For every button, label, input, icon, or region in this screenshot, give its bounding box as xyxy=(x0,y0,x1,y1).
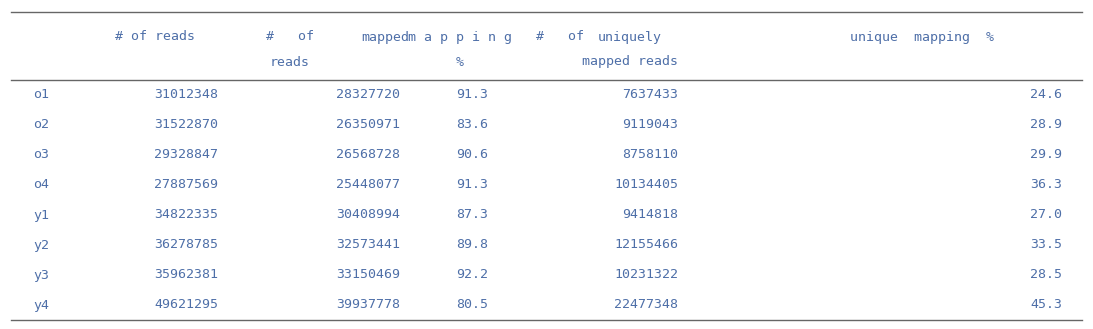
Text: # of reads: # of reads xyxy=(115,31,195,43)
Text: 22477348: 22477348 xyxy=(614,298,678,312)
Text: 90.6: 90.6 xyxy=(456,148,487,162)
Text: 10231322: 10231322 xyxy=(614,268,678,282)
Text: 33150469: 33150469 xyxy=(336,268,400,282)
Text: 87.3: 87.3 xyxy=(456,209,487,221)
Text: 28327720: 28327720 xyxy=(336,89,400,102)
Text: 91.3: 91.3 xyxy=(456,179,487,191)
Text: #   of: # of xyxy=(266,31,314,43)
Text: 36.3: 36.3 xyxy=(1030,179,1062,191)
Text: 39937778: 39937778 xyxy=(336,298,400,312)
Text: o3: o3 xyxy=(33,148,49,162)
Text: 92.2: 92.2 xyxy=(456,268,487,282)
Text: 31522870: 31522870 xyxy=(154,118,218,132)
Text: 36278785: 36278785 xyxy=(154,239,218,251)
Text: 91.3: 91.3 xyxy=(456,89,487,102)
Text: 10134405: 10134405 xyxy=(614,179,678,191)
Text: %: % xyxy=(456,56,465,68)
Text: y1: y1 xyxy=(33,209,49,221)
Text: 29.9: 29.9 xyxy=(1030,148,1062,162)
Text: o4: o4 xyxy=(33,179,49,191)
Text: 12155466: 12155466 xyxy=(614,239,678,251)
Text: y3: y3 xyxy=(33,268,49,282)
Text: 8758110: 8758110 xyxy=(622,148,678,162)
Text: 27887569: 27887569 xyxy=(154,179,218,191)
Text: 34822335: 34822335 xyxy=(154,209,218,221)
Text: 26350971: 26350971 xyxy=(336,118,400,132)
Text: o1: o1 xyxy=(33,89,49,102)
Text: y2: y2 xyxy=(33,239,49,251)
Text: 32573441: 32573441 xyxy=(336,239,400,251)
Text: unique  mapping  %: unique mapping % xyxy=(850,31,994,43)
Text: y4: y4 xyxy=(33,298,49,312)
Text: 49621295: 49621295 xyxy=(154,298,218,312)
Text: mapped: mapped xyxy=(361,31,409,43)
Text: 30408994: 30408994 xyxy=(336,209,400,221)
Text: 33.5: 33.5 xyxy=(1030,239,1062,251)
Text: 24.6: 24.6 xyxy=(1030,89,1062,102)
Text: 31012348: 31012348 xyxy=(154,89,218,102)
Text: 35962381: 35962381 xyxy=(154,268,218,282)
Text: 9414818: 9414818 xyxy=(622,209,678,221)
Text: 26568728: 26568728 xyxy=(336,148,400,162)
Text: 28.9: 28.9 xyxy=(1030,118,1062,132)
Text: 9119043: 9119043 xyxy=(622,118,678,132)
Text: uniquely: uniquely xyxy=(598,31,662,43)
Text: 29328847: 29328847 xyxy=(154,148,218,162)
Text: 80.5: 80.5 xyxy=(456,298,487,312)
Text: 7637433: 7637433 xyxy=(622,89,678,102)
Text: 27.0: 27.0 xyxy=(1030,209,1062,221)
Text: 25448077: 25448077 xyxy=(336,179,400,191)
Text: #   of: # of xyxy=(536,31,584,43)
Text: 89.8: 89.8 xyxy=(456,239,487,251)
Text: 45.3: 45.3 xyxy=(1030,298,1062,312)
Text: m a p p i n g: m a p p i n g xyxy=(408,31,512,43)
Text: reads: reads xyxy=(270,56,310,68)
Text: 28.5: 28.5 xyxy=(1030,268,1062,282)
Text: o2: o2 xyxy=(33,118,49,132)
Text: mapped reads: mapped reads xyxy=(581,56,678,68)
Text: 83.6: 83.6 xyxy=(456,118,487,132)
